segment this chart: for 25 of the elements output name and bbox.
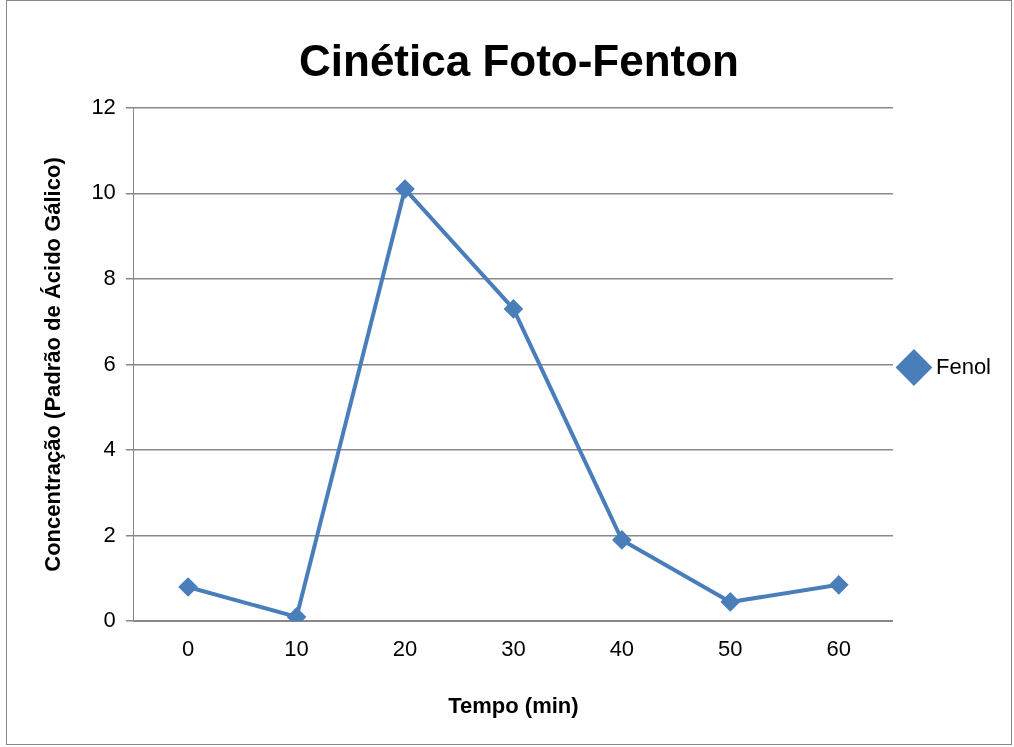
point [179,577,198,596]
x-tick-label: 10 [284,636,309,662]
x-tick-label: 50 [718,636,743,662]
point [721,592,740,611]
point [504,299,523,318]
y-tick-label: 6 [103,350,116,376]
point [612,530,631,549]
y-axis-title: Concentração (Padrão de Ácido Gálico) [40,157,66,572]
point [287,607,306,622]
point [395,180,414,199]
x-tick-label: 60 [826,636,851,662]
y-tick-label: 0 [103,607,116,633]
chart-title: Cinética Foto-Fenton [299,35,739,85]
x-tick-label: 30 [501,636,526,662]
x-axis-title: Tempo (min) [448,692,579,718]
x-tick-label: 0 [181,636,195,662]
x-tick-label: 40 [609,636,635,662]
y-tick-label: 2 [103,521,116,547]
y-tick-label: 10 [91,179,116,205]
legend-label: Fenol [935,353,992,379]
point [829,575,848,594]
y-tick-label: 12 [91,93,116,119]
x-tick-label: 20 [392,636,418,662]
y-tick-label: 4 [103,436,116,462]
y-tick-label: 8 [103,265,116,290]
